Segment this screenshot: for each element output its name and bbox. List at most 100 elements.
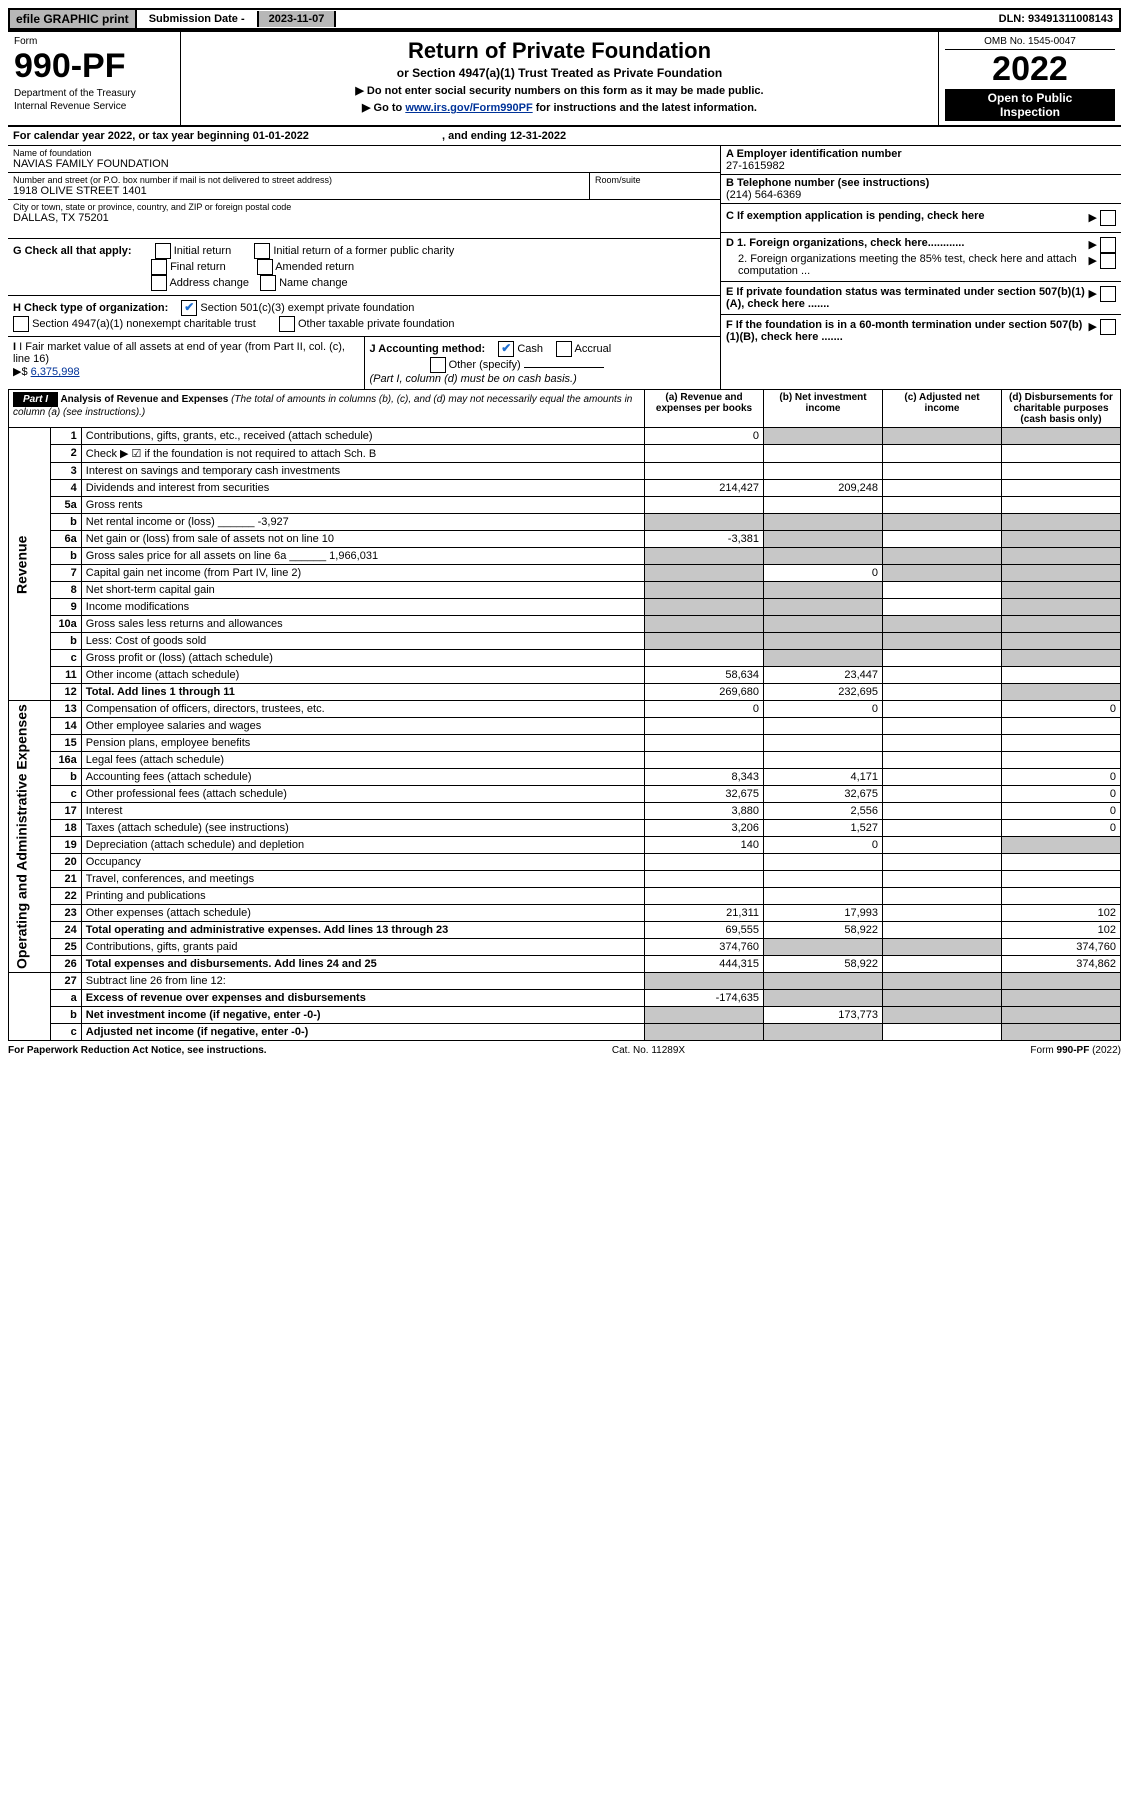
cell-c xyxy=(883,633,1002,650)
table-row: 3Interest on savings and temporary cash … xyxy=(9,463,1121,480)
cell-d xyxy=(1002,718,1121,735)
table-row: 18Taxes (attach schedule) (see instructi… xyxy=(9,820,1121,837)
check-amended[interactable] xyxy=(257,259,273,275)
cell-b xyxy=(764,599,883,616)
table-row: 19Depreciation (attach schedule) and dep… xyxy=(9,837,1121,854)
table-row: 7Capital gain net income (from Part IV, … xyxy=(9,565,1121,582)
cell-a: 3,206 xyxy=(645,820,764,837)
cell-a: 140 xyxy=(645,837,764,854)
form-word: Form xyxy=(14,36,174,47)
table-row: 2Check ▶ ☑ if the foundation is not requ… xyxy=(9,445,1121,463)
check-initial-return[interactable] xyxy=(155,243,171,259)
cell-b xyxy=(764,633,883,650)
line-label: Other expenses (attach schedule) xyxy=(81,905,644,922)
line-label: Less: Cost of goods sold xyxy=(81,633,644,650)
form-title: Return of Private Foundation xyxy=(187,38,932,64)
table-row: 20Occupancy xyxy=(9,854,1121,871)
fair-market-value[interactable]: 6,375,998 xyxy=(31,366,80,378)
cell-b: 0 xyxy=(764,837,883,854)
line-number: 24 xyxy=(50,922,81,939)
check-60month[interactable] xyxy=(1100,319,1116,335)
line-label: Contributions, gifts, grants paid xyxy=(81,939,644,956)
form-header-right: OMB No. 1545-0047 2022 Open to Public In… xyxy=(939,32,1121,125)
form-number: 990-PF xyxy=(14,47,174,86)
line-label: Gross sales less returns and allowances xyxy=(81,616,644,633)
goto-pre: ▶ Go to xyxy=(362,102,405,114)
line-number: 5a xyxy=(50,497,81,514)
cell-c xyxy=(883,428,1002,445)
table-row: 11Other income (attach schedule)58,63423… xyxy=(9,667,1121,684)
goto-post: for instructions and the latest informat… xyxy=(536,102,757,114)
g-amended: Amended return xyxy=(275,261,354,273)
line-label: Travel, conferences, and meetings xyxy=(81,871,644,888)
cell-b xyxy=(764,888,883,905)
cell-a xyxy=(645,565,764,582)
cell-d: 0 xyxy=(1002,820,1121,837)
cell-a xyxy=(645,633,764,650)
line-label: Net investment income (if negative, ente… xyxy=(81,1007,644,1024)
check-address-change[interactable] xyxy=(151,275,167,291)
cell-b xyxy=(764,1024,883,1041)
cell-d xyxy=(1002,667,1121,684)
cell-c xyxy=(883,701,1002,718)
h-4947: Section 4947(a)(1) nonexempt charitable … xyxy=(32,318,256,330)
check-4947[interactable] xyxy=(13,316,29,332)
line-label: Total expenses and disbursements. Add li… xyxy=(81,956,644,973)
g-initial: Initial return xyxy=(174,245,231,257)
form-header-mid: Return of Private Foundation or Section … xyxy=(181,32,939,125)
line-number: 26 xyxy=(50,956,81,973)
dln-label: DLN: xyxy=(999,13,1028,25)
cell-c xyxy=(883,497,1002,514)
cell-c xyxy=(883,480,1002,497)
cell-d xyxy=(1002,1007,1121,1024)
section-E: E If private foundation status was termi… xyxy=(726,286,1088,310)
cell-d xyxy=(1002,599,1121,616)
line-label: Gross profit or (loss) (attach schedule) xyxy=(81,650,644,667)
cell-a: 0 xyxy=(645,701,764,718)
table-row: 6aNet gain or (loss) from sale of assets… xyxy=(9,531,1121,548)
check-terminated[interactable] xyxy=(1100,286,1116,302)
cell-a: 3,880 xyxy=(645,803,764,820)
check-foreign-85[interactable] xyxy=(1100,253,1116,269)
section-D1: D 1. Foreign organizations, check here..… xyxy=(726,237,1088,253)
line-number: a xyxy=(50,990,81,1007)
check-foreign-org[interactable] xyxy=(1100,237,1116,253)
submission-date-label: Submission Date - xyxy=(143,11,251,27)
check-other-method[interactable] xyxy=(430,357,446,373)
cell-d xyxy=(1002,735,1121,752)
check-final-return[interactable] xyxy=(151,259,167,275)
check-name-change[interactable] xyxy=(260,275,276,291)
check-initial-former[interactable] xyxy=(254,243,270,259)
check-other-taxable[interactable] xyxy=(279,316,295,332)
table-row: 16aLegal fees (attach schedule) xyxy=(9,752,1121,769)
cell-b xyxy=(764,497,883,514)
footer-right: Form 990-PF (2022) xyxy=(1030,1045,1121,1056)
cell-c xyxy=(883,548,1002,565)
line-number: 3 xyxy=(50,463,81,480)
cal-mid: , and ending xyxy=(442,130,510,142)
line-label: Printing and publications xyxy=(81,888,644,905)
cell-b xyxy=(764,650,883,667)
cell-c xyxy=(883,973,1002,990)
cell-c xyxy=(883,905,1002,922)
line-number: c xyxy=(50,1024,81,1041)
cell-d xyxy=(1002,531,1121,548)
check-exemption-pending[interactable] xyxy=(1100,210,1116,226)
cell-c xyxy=(883,820,1002,837)
line-number: 18 xyxy=(50,820,81,837)
line-number: 6a xyxy=(50,531,81,548)
line-label: Net gain or (loss) from sale of assets n… xyxy=(81,531,644,548)
check-501c3[interactable]: ✔ xyxy=(181,300,197,316)
line-number: b xyxy=(50,548,81,565)
cell-d xyxy=(1002,480,1121,497)
form-link[interactable]: www.irs.gov/Form990PF xyxy=(405,102,532,114)
col-d-header: (d) Disbursements for charitable purpose… xyxy=(1002,390,1121,428)
irs-label: Internal Revenue Service xyxy=(14,101,174,112)
section-C: C If exemption application is pending, c… xyxy=(726,210,1088,226)
cell-b xyxy=(764,990,883,1007)
check-cash[interactable]: ✔ xyxy=(498,341,514,357)
cal-begin: 01-01-2022 xyxy=(253,130,309,142)
check-accrual[interactable] xyxy=(556,341,572,357)
cell-b xyxy=(764,548,883,565)
ein-value: 27-1615982 xyxy=(726,160,1116,172)
